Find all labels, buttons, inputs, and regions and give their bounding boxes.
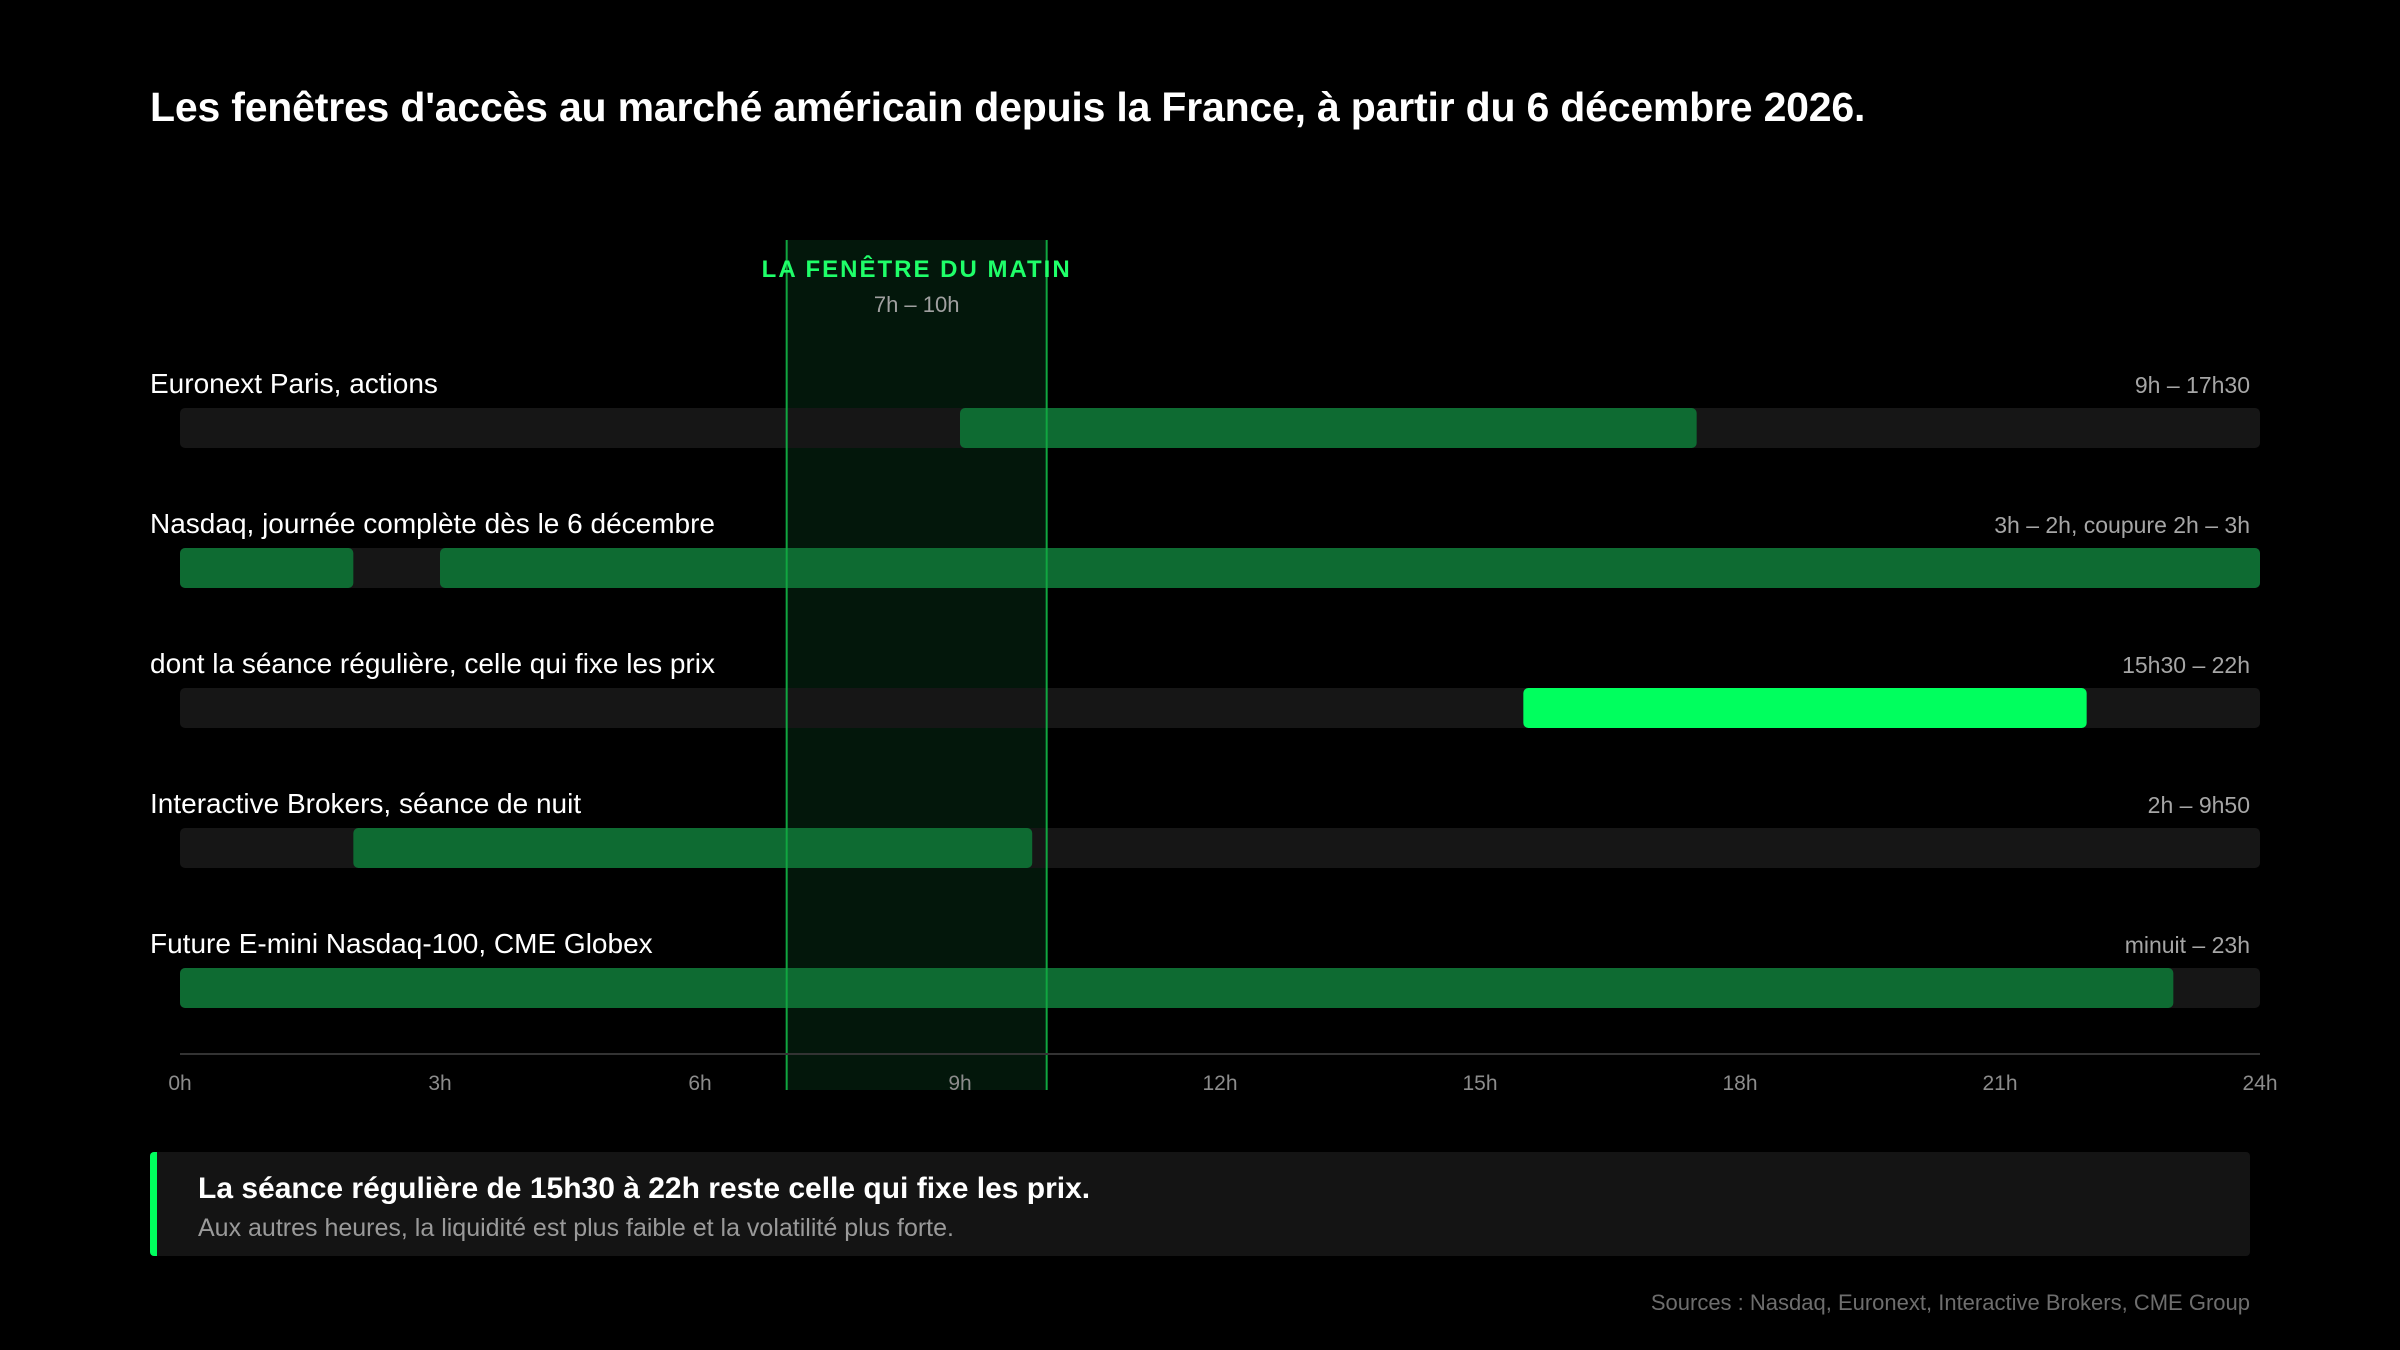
row-label: Interactive Brokers, séance de nuit [150,788,581,819]
morning-window-area [786,240,1047,1090]
x-tick-label: 0h [168,1072,191,1095]
callout-headline: La séance régulière de 15h30 à 22h reste… [198,1172,1091,1205]
row-range-text: 9h – 17h30 [2135,372,2250,398]
chart-title: Les fenêtres d'accès au marché américain… [150,84,1866,130]
window-label: LA FENÊTRE DU MATIN [762,255,1072,283]
row-label: Nasdaq, journée complète dès le 6 décemb… [150,508,715,539]
callout-accent-bar [150,1152,157,1256]
session-bar [440,548,2260,588]
x-tick-label: 12h [1202,1072,1237,1095]
x-tick-label: 15h [1462,1072,1497,1095]
x-tick-label: 24h [2242,1072,2277,1095]
x-tick-label: 3h [428,1072,451,1095]
session-bar [1523,688,2087,728]
sources-note: Sources : Nasdaq, Euronext, Interactive … [1650,1290,2250,1315]
session-bar [180,968,2174,1008]
key-takeaway-callout: La séance régulière de 15h30 à 22h reste… [150,1152,2250,1256]
row-label: Future E-mini Nasdaq-100, CME Globex [150,928,653,959]
window-sublabel: 7h – 10h [874,292,960,317]
row-range-text: 2h – 9h50 [2148,792,2250,818]
gantt-chart: LA FENÊTRE DU MATIN 7h – 10h Euronext Pari… [150,240,2278,1095]
x-tick-label: 9h [948,1072,971,1095]
row-range-text: 3h – 2h, coupure 2h – 3h [1994,512,2250,538]
callout-subtext: Aux autres heures, la liquidité est plus… [198,1214,954,1242]
row-range-text: minuit – 23h [2125,932,2250,958]
x-tick-label: 18h [1722,1072,1757,1095]
x-tick-label: 21h [1982,1072,2017,1095]
row-label: Euronext Paris, actions [150,368,438,399]
row-label: dont la séance régulière, celle qui fixe… [150,648,715,679]
session-bar [353,828,1033,868]
x-tick-label: 6h [688,1072,711,1095]
session-bar [180,548,354,588]
row-range-text: 15h30 – 22h [2122,652,2250,678]
session-bar [960,408,1697,448]
